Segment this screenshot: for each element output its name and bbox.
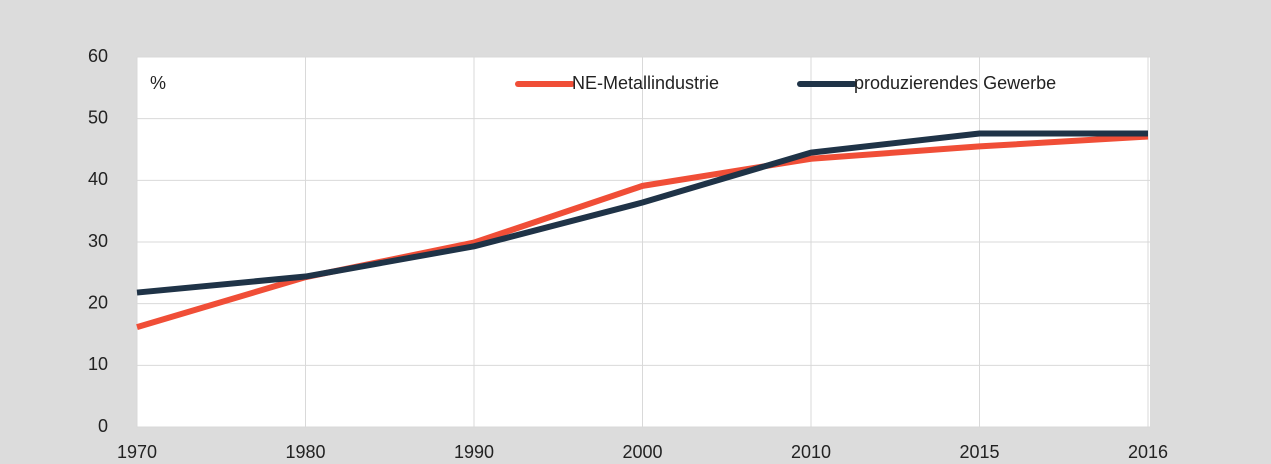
x-tick-label: 2010 [791, 442, 831, 462]
y-tick-label: 40 [88, 169, 108, 189]
y-tick-label: 0 [98, 416, 108, 436]
x-tick-label: 2016 [1128, 442, 1168, 462]
y-axis-label: % [150, 73, 166, 93]
x-tick-label: 1980 [285, 442, 325, 462]
x-tick-label: 2000 [622, 442, 662, 462]
legend-label: produzierendes Gewerbe [854, 73, 1056, 93]
x-tick-label: 2015 [959, 442, 999, 462]
y-tick-label: 60 [88, 46, 108, 66]
y-tick-label: 30 [88, 231, 108, 251]
y-tick-label: 20 [88, 292, 108, 312]
y-tick-label: 50 [88, 107, 108, 127]
legend-label: NE-Metallindustrie [572, 73, 719, 93]
y-tick-label: 10 [88, 354, 108, 374]
x-tick-label: 1990 [454, 442, 494, 462]
series-line [136, 130, 1148, 296]
x-tick-label: 1970 [117, 442, 157, 462]
